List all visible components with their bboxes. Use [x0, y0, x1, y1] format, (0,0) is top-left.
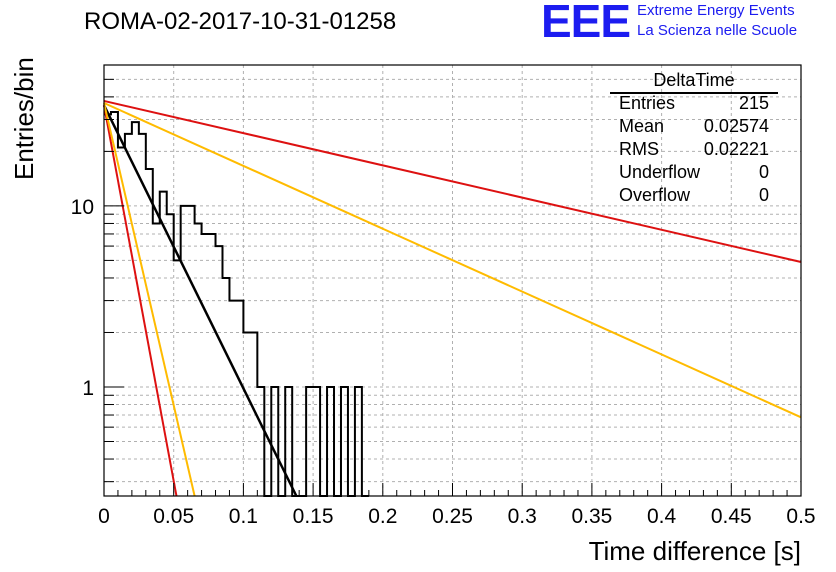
x-tick-label: 0.15	[293, 505, 334, 528]
x-tick-label: 0.4	[647, 505, 677, 528]
stats-value: 0	[759, 185, 769, 205]
stats-label: RMS	[619, 139, 659, 159]
fit-lines	[102, 99, 802, 497]
stats-label: Mean	[619, 116, 664, 136]
stats-rows: Entries 215 Mean 0.02574 RMS 0.02221Underflow…	[619, 93, 769, 205]
stats-label: Underflow	[619, 162, 701, 182]
x-tick-label: 0	[98, 505, 110, 528]
y-tick-label: 10	[71, 196, 94, 219]
x-tick-label: 0.35	[571, 505, 612, 528]
run-title: ROMA-02-2017-10-31-01258	[84, 8, 397, 35]
axis-ticks	[103, 64, 802, 496]
y-tick-label: 1	[82, 377, 94, 400]
stats-value: 215	[739, 93, 769, 113]
histogram-series	[104, 111, 369, 497]
stats-value: 0	[759, 162, 769, 182]
stats-label: Entries	[619, 93, 675, 113]
x-tick-label: 0.45	[711, 505, 752, 528]
eee-logo: EEE	[541, 0, 631, 47]
stats-value: 0.02574	[704, 116, 769, 136]
stats-label: Overflow	[619, 185, 691, 205]
histogram-outline	[104, 111, 369, 497]
bound_outer_slow-line	[103, 99, 802, 263]
y-axis-label: Entries/bin	[9, 57, 39, 180]
stats-title: DeltaTime	[653, 70, 734, 90]
bound_outer_fast-line	[103, 104, 178, 497]
stats-value: 0.02221	[704, 139, 769, 159]
tick-labels: 0 0.05 0.1 0.15 0.2 0.25 0.3 0.35 0.4 0.45 0.5 1 10	[71, 196, 816, 528]
x-tick-label: 0.5	[786, 505, 815, 528]
stats-box: DeltaTime Entries 215 Mean 0.02574 RMS 0.0222…	[610, 70, 778, 205]
fit-line	[102, 104, 298, 497]
x-tick-label: 0.05	[153, 505, 194, 528]
x-tick-label: 0.25	[432, 505, 473, 528]
grid	[104, 64, 801, 496]
bound_inner_fast-line	[103, 102, 196, 497]
bound_inner_slow-line	[103, 102, 802, 419]
logo-line-2: La Scienza nelle Scuole	[637, 22, 798, 39]
x-tick-label: 0.2	[368, 505, 397, 528]
x-tick-label: 0.1	[229, 505, 258, 528]
logo-line-1: Extreme Energy Events	[637, 2, 795, 19]
x-axis-label: Time difference [s]	[589, 536, 801, 566]
x-tick-label: 0.3	[508, 505, 537, 528]
